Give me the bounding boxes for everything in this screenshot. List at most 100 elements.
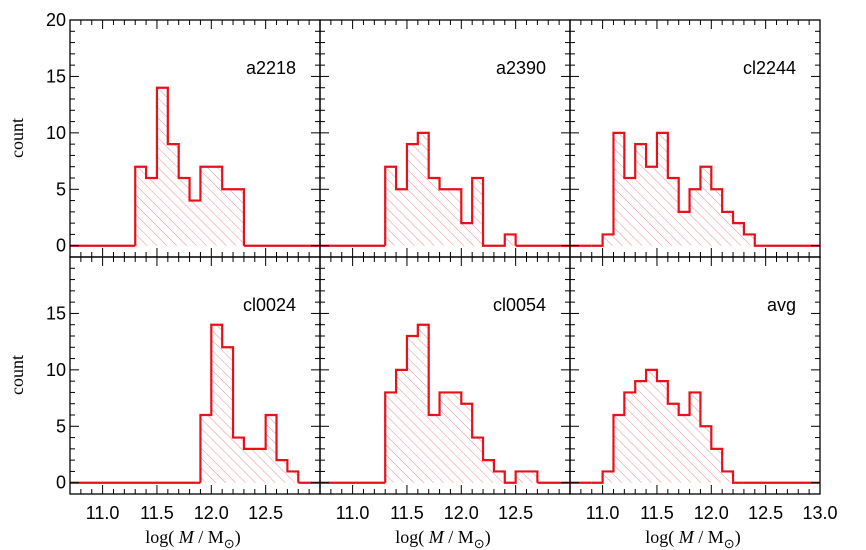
bar-cl0054-12.3: [494, 471, 505, 482]
y-tick-label: 10: [46, 360, 66, 380]
bar-a2390-11.4: [396, 189, 407, 245]
x-tick-label: 12.5: [748, 503, 783, 523]
bar-a2390-11.5: [407, 144, 418, 246]
bar-avg-11.1: [613, 415, 624, 483]
panel-cl2244: cl2244: [569, 19, 821, 258]
bar-cl0054-11.6: [418, 325, 429, 483]
bar-cl0054-11.4: [396, 370, 407, 483]
bar-cl0054-12.6: [527, 471, 538, 482]
bar-a2390-12.0: [461, 223, 472, 246]
x-axis-label: log( M / M⊙): [645, 527, 740, 550]
bar-a2218-11.6: [168, 144, 179, 246]
bar-cl0054-12.5: [516, 471, 527, 482]
bar-cl2244-12.3: [744, 234, 755, 245]
bar-cl0054-11.3: [385, 392, 396, 482]
bar-a2218-11.5: [157, 88, 168, 246]
bar-a2218-11.3: [135, 167, 146, 246]
bar-a2390-11.9: [450, 189, 461, 245]
bar-cl0054-11.8: [440, 392, 451, 482]
bar-cl2244-11.8: [690, 189, 701, 245]
x-tick-label: 12.5: [498, 503, 533, 523]
bar-a2390-12.4: [505, 234, 516, 245]
x-tick-label: 11.0: [86, 503, 120, 523]
panel-cl0054: cl0054 11.0 11.5 12.0 12.5: [319, 256, 571, 523]
panel-title-cl0054: cl0054: [493, 295, 546, 315]
bar-cl0054-12.2: [483, 460, 494, 483]
bar-cl2244-11.9: [700, 167, 711, 246]
y-tick-label: 0: [56, 473, 66, 493]
bar-cl2244-11.6: [668, 178, 679, 246]
y-tick-label: 15: [46, 303, 66, 323]
hist-outline-a2218: [134, 86, 246, 246]
bar-cl2244-12.0: [711, 189, 722, 245]
panel-title-avg: avg: [767, 295, 796, 315]
x-tick-label: 12.0: [694, 503, 729, 523]
bar-cl2244-11.1: [613, 133, 624, 246]
bar-a2390-11.7: [429, 178, 440, 246]
panel-a2218: a2218 0 5 10 15 20: [46, 10, 321, 258]
bar-cl0024-12.3: [244, 449, 255, 483]
bar-cl2244-11.7: [679, 212, 690, 246]
bar-cl0054-12.0: [461, 404, 472, 483]
bar-cl2244-11.0: [603, 234, 614, 245]
hist-outline-avg: [591, 368, 744, 484]
bar-a2218-12.1: [222, 189, 233, 245]
bar-cl2244-11.5: [657, 133, 668, 246]
bar-a2390-11.8: [440, 189, 451, 245]
x-tick-label: 11.0: [586, 503, 620, 523]
bar-cl2244-12.1: [722, 212, 733, 246]
bar-avg-12.1: [722, 471, 733, 482]
bar-a2390-11.3: [385, 167, 396, 246]
bar-a2218-11.7: [179, 178, 190, 246]
panel-frame: [569, 256, 821, 495]
hist-fill-cl0024: [200, 324, 299, 483]
x-tick-label: 11.5: [640, 503, 674, 523]
bar-cl0054-11.5: [407, 336, 418, 483]
x-tick-label: 12.0: [194, 503, 229, 523]
panel-title-cl2244: cl2244: [743, 58, 796, 78]
bar-cl2244-11.4: [646, 167, 657, 246]
bar-a2390-12.1: [472, 178, 483, 246]
bar-cl2244-11.2: [624, 178, 635, 246]
bar-avg-11.7: [679, 415, 690, 483]
bar-avg-11.3: [635, 381, 646, 483]
panel-title-cl0024: cl0024: [243, 295, 296, 315]
x-tick-label: 12.0: [444, 503, 479, 523]
panel-a2390: a2390: [319, 19, 571, 258]
panel-title-a2390: a2390: [496, 58, 546, 78]
y-tick-label: 20: [46, 10, 66, 30]
y-tick-label: 5: [56, 179, 66, 199]
y-axis-label-bottom: count: [7, 355, 27, 395]
x-tick-label: 11.5: [390, 503, 424, 523]
bar-cl0024-12.6: [277, 460, 288, 483]
panel-title-a2218: a2218: [246, 58, 296, 78]
hist-fill-a2218: [135, 87, 244, 246]
bar-a2218-11.8: [190, 201, 201, 246]
bar-avg-11.5: [657, 381, 668, 483]
bar-avg-11.4: [646, 370, 657, 483]
hist-outline-cl2244: [591, 131, 766, 247]
bar-cl0024-12.0: [211, 325, 222, 483]
bar-cl0024-12.5: [266, 415, 277, 483]
x-tick-label: 11.5: [140, 503, 174, 523]
bar-a2218-11.9: [200, 167, 211, 246]
bar-cl0024-12.2: [233, 438, 244, 483]
bar-cl0024-12.7: [287, 471, 298, 482]
y-axis-label-top: count: [7, 118, 27, 158]
y-tick-label: 10: [46, 123, 66, 143]
y-tick-label: 5: [56, 416, 66, 436]
bar-cl0054-11.9: [450, 392, 461, 482]
x-axis-label: log( M / M⊙): [145, 527, 240, 550]
panel-frame: [69, 256, 321, 495]
bar-cl2244-11.3: [635, 144, 646, 246]
bar-cl0024-12.1: [222, 347, 233, 482]
x-tick-label: 13.0: [802, 503, 837, 523]
x-tick-label: 11.0: [336, 503, 370, 523]
panel-cl0024: cl0024 0 5 10 15 11.0 11.5 12.0 12.5: [46, 256, 321, 523]
hist-outline-cl0054: [384, 323, 539, 484]
bar-cl0054-12.1: [472, 438, 483, 483]
bar-cl0024-12.4: [255, 449, 266, 483]
panel-avg: avg 11.0 11.5 12.0 12.5 13.0: [569, 256, 838, 523]
bar-a2390-11.6: [418, 133, 429, 246]
